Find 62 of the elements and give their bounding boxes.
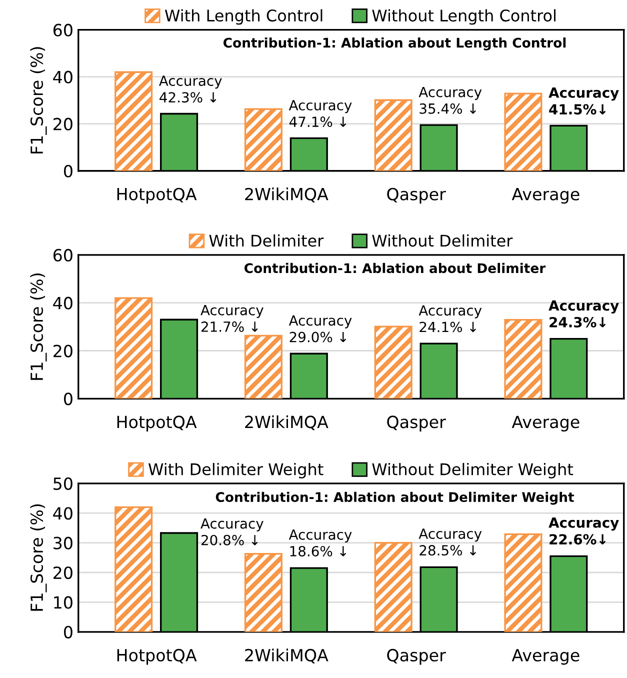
x-tick-label: Average (512, 188, 580, 204)
annotation: Accuracy 18.6% ↓ (288, 530, 352, 556)
bar (374, 326, 412, 399)
x-tick-label: Qasper (387, 188, 446, 204)
annotation: Accuracy 21.7% ↓ (200, 305, 264, 332)
annotation: Accuracy 29.0% ↓ (288, 315, 352, 342)
legend-label: Without Length Control (372, 9, 556, 25)
text: Contribution-1: Ablation about Length Control (224, 38, 566, 50)
y-tick-label: 20 (54, 118, 72, 130)
annotation: Accuracy 28.5% ↓ (418, 528, 482, 556)
bar (244, 108, 282, 171)
y-tick-label: 40 (53, 296, 72, 310)
y-tick-label: 60 (53, 248, 72, 262)
y-tick-label: 40 (53, 507, 72, 520)
x-tick-label: HotpotQA (117, 648, 197, 665)
y-axis-title: F1_Score (%) (30, 274, 47, 380)
text: Contribution-1: Ablation about Delimiter Weight (216, 492, 574, 505)
bar (504, 533, 542, 632)
legend-label: Without Delimiter (372, 234, 513, 247)
y-tick-label: 0 (64, 392, 72, 406)
x-tick-label: Average (512, 649, 580, 665)
bar (374, 99, 412, 171)
annotation: Accuracy 41.5%↓ (548, 88, 619, 115)
legend-label: Without Delimiter Weight (372, 462, 574, 478)
annotation: Accuracy 24.1% ↓ (418, 305, 482, 332)
legend-label: With Length Control (164, 9, 322, 25)
annotation: Accuracy 47.1% ↓ (288, 100, 352, 128)
annotation: Accuracy 35.4% ↓ (418, 86, 482, 114)
bar (244, 334, 282, 399)
x-tick-label: Qasper (387, 648, 446, 665)
x-tick-label: HotpotQA (117, 188, 197, 204)
x-tick-label: 2WikiMQA (245, 648, 328, 664)
legend-label: With Delimiter (209, 234, 324, 247)
y-axis-title: F1_Score (%) (30, 47, 47, 154)
annotation: Accuracy 42.3% ↓ (159, 76, 222, 103)
x-tick-label: 2WikiMQA (245, 188, 328, 202)
x-tick-label: 2WikiMQA (245, 415, 328, 430)
x-tick-label: HotpotQA (117, 416, 197, 432)
annotation: Accuracy 24.3%↓ (548, 300, 619, 328)
bar (244, 552, 282, 632)
legend-label: With Delimiter Weight (148, 462, 324, 478)
chart-title: Contribution-1: Ablation about Delimiter (244, 262, 546, 274)
bar (504, 92, 542, 171)
y-tick-label: 0 (64, 626, 72, 638)
bar (114, 71, 153, 171)
y-tick-label: 60 (53, 24, 72, 36)
bar (504, 319, 542, 399)
x-tick-label: Average (512, 416, 580, 432)
y-tick-label: 40 (53, 70, 72, 84)
x-tick-label: Qasper (387, 416, 446, 432)
annotation: Accuracy 20.8% ↓ (200, 518, 264, 546)
y-tick-label: 50 (54, 477, 72, 490)
bar (374, 542, 412, 632)
y-tick-label: 10 (54, 596, 72, 609)
y-tick-label: 0 (64, 164, 72, 178)
bar (114, 297, 153, 399)
y-axis-title: F1_Score (%) (30, 504, 47, 611)
bar (114, 506, 153, 632)
annotation: Accuracy 22.6%↓ (548, 518, 619, 545)
y-tick-label: 30 (54, 536, 72, 550)
y-tick-label: 20 (54, 566, 72, 580)
y-tick-label: 20 (54, 344, 72, 358)
